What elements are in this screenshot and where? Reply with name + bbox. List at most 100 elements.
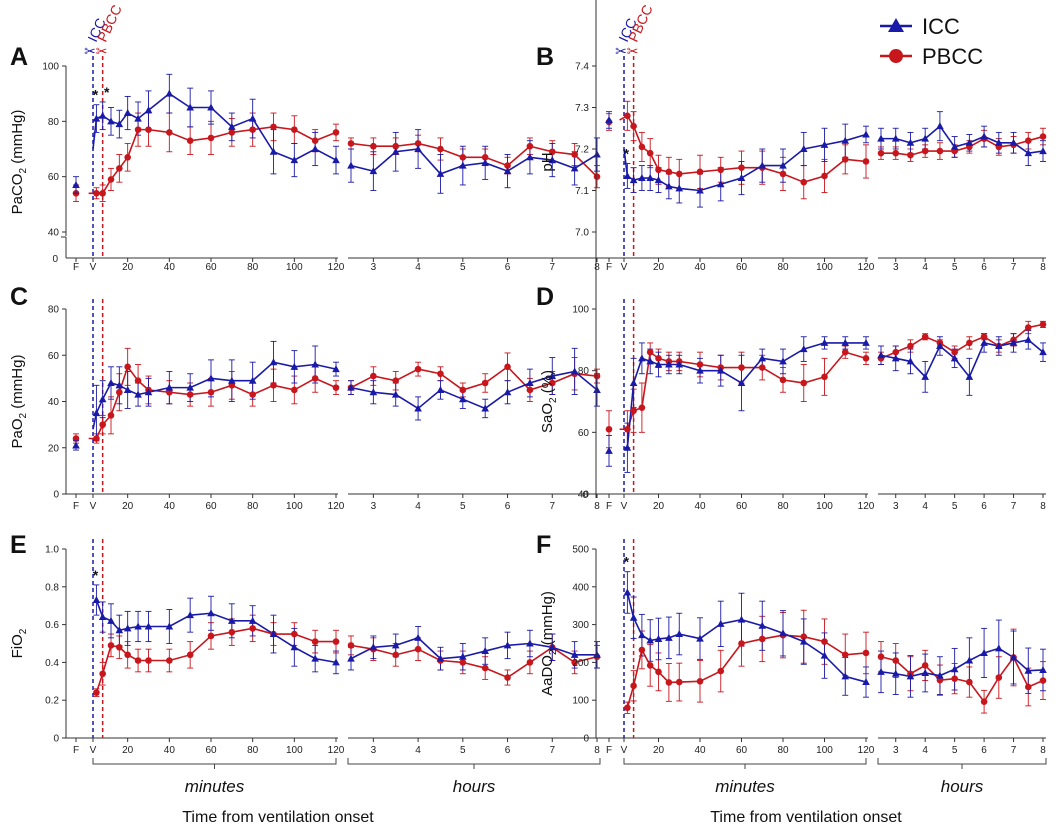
pbcc-min-point	[624, 112, 631, 120]
icc-min-point	[629, 379, 638, 386]
x-tick-label-hr: 4	[922, 745, 928, 756]
icc-hr-point	[459, 161, 467, 169]
icc-min-point	[134, 390, 142, 398]
icc-hr-point	[950, 142, 959, 150]
icc-min-point	[248, 616, 257, 624]
icc-min-point	[638, 354, 646, 362]
icc-min-point	[115, 120, 124, 128]
pbcc-hr-point	[526, 386, 534, 394]
significance-star: *	[93, 87, 99, 103]
y-axis-label-unit: (%)	[539, 370, 556, 398]
icc-min-point	[98, 111, 107, 119]
icc-min-point	[638, 631, 646, 639]
x-tick-label-hr: 3	[371, 745, 377, 756]
icc-hr-point	[347, 161, 355, 169]
y-tick-label: 7.1	[575, 186, 589, 197]
icc-min-point	[629, 613, 638, 621]
pbcc-min-point	[116, 643, 123, 651]
pbcc-min-point	[717, 166, 725, 174]
pbcc-min-point	[630, 122, 637, 130]
x-tick-label-hr: 7	[1011, 262, 1017, 273]
icc-hr-line	[880, 647, 1044, 678]
x-tick-label-V: V	[621, 262, 628, 273]
pbcc-min-point	[145, 126, 152, 133]
icc-min-point	[779, 161, 787, 169]
pbcc-hr-point	[951, 675, 958, 682]
x-tick-label-F: F	[73, 262, 79, 273]
x-tick-label-hr: 6	[505, 745, 511, 756]
pbcc-min-point	[758, 364, 766, 371]
icc-min-point	[696, 366, 704, 374]
x-tick-label-hr: 8	[594, 501, 600, 512]
icc-min-point	[144, 388, 153, 396]
pbcc-min-point	[638, 143, 646, 151]
pbcc-min-point	[638, 646, 646, 654]
y-axis-label-main: pH	[539, 152, 556, 171]
pbcc-hr-point	[526, 142, 534, 150]
icc-hr-point	[369, 388, 378, 396]
icc-min-point	[675, 630, 684, 638]
icc-min-point	[675, 184, 684, 192]
icc-min-point	[98, 395, 107, 403]
icc-min-point	[207, 103, 215, 111]
bracket-minutes	[92, 758, 337, 769]
icc-min-point	[737, 174, 746, 182]
x-tick-label-min: 60	[736, 501, 748, 512]
pbcc-min-point	[270, 123, 277, 131]
icc-min-point	[332, 365, 340, 373]
icc-min-point	[779, 357, 787, 365]
y-tick-label: 200	[572, 658, 589, 669]
icc-min-point	[820, 651, 829, 659]
x-tick-label-hr: 4	[415, 501, 421, 512]
y-axis-label-unit: (mmHg)	[9, 110, 26, 168]
icc-hr-point	[877, 134, 885, 142]
y-tick-label-zero: 0	[52, 254, 58, 265]
x-tick-label-min: 40	[694, 262, 706, 273]
segment-label-hours: hours	[453, 777, 496, 796]
x-tick-label-min: 100	[286, 262, 303, 273]
y-axis-label-main: PaO	[9, 418, 26, 448]
pbcc-min-point	[821, 638, 828, 645]
y-tick-label: 60	[48, 351, 60, 362]
x-tick-label-min: 80	[247, 262, 259, 273]
x-tick-label-min: 20	[122, 501, 134, 512]
x-tick-label-hr: 5	[952, 501, 958, 512]
legend: ICC PBCC	[880, 14, 983, 69]
panel-label-C: C	[10, 283, 28, 311]
icc-hr-point	[980, 648, 988, 656]
icc-min-point	[248, 114, 257, 122]
x-tick-label-V: V	[90, 262, 97, 273]
y-axis-label-sub: 2	[18, 412, 29, 418]
pbcc-min-point	[800, 178, 808, 186]
x-tick-label-min: 60	[736, 262, 748, 273]
icc-min-point	[862, 130, 870, 138]
x-tick-label-min: 60	[205, 745, 217, 756]
pbcc-min-point	[116, 388, 123, 396]
x-tick-label-F: F	[606, 262, 612, 273]
legend-pbcc-label: PBCC	[922, 44, 983, 69]
icc-min-point	[123, 385, 132, 393]
significance-star: *	[624, 554, 630, 570]
pbcc-min-point	[134, 126, 142, 133]
icc-min-point	[92, 409, 101, 417]
pbcc-hr-point	[392, 651, 400, 659]
pbcc-min-point	[862, 649, 870, 657]
pbcc-min-point	[124, 651, 131, 659]
pbcc-min-point	[228, 628, 236, 636]
fetal-pbcc-point	[605, 425, 613, 433]
x-tick-label-hr: 6	[505, 262, 511, 273]
icc-hr-point	[503, 388, 512, 396]
icc-min-point	[799, 145, 808, 152]
y-axis-label-sub: 2	[548, 649, 559, 655]
icc-min-point	[665, 633, 673, 641]
pbcc-hr-point	[892, 348, 900, 356]
icc-min-point	[248, 376, 257, 384]
pbcc-min-point	[862, 158, 870, 165]
icc-hr-point	[526, 639, 534, 647]
icc-hr-point	[347, 383, 355, 391]
fetal-pbcc-point	[72, 435, 80, 442]
icc-min-point	[228, 376, 236, 384]
pbcc-hr-line	[350, 142, 598, 178]
x-tick-label-min: 40	[694, 501, 706, 512]
